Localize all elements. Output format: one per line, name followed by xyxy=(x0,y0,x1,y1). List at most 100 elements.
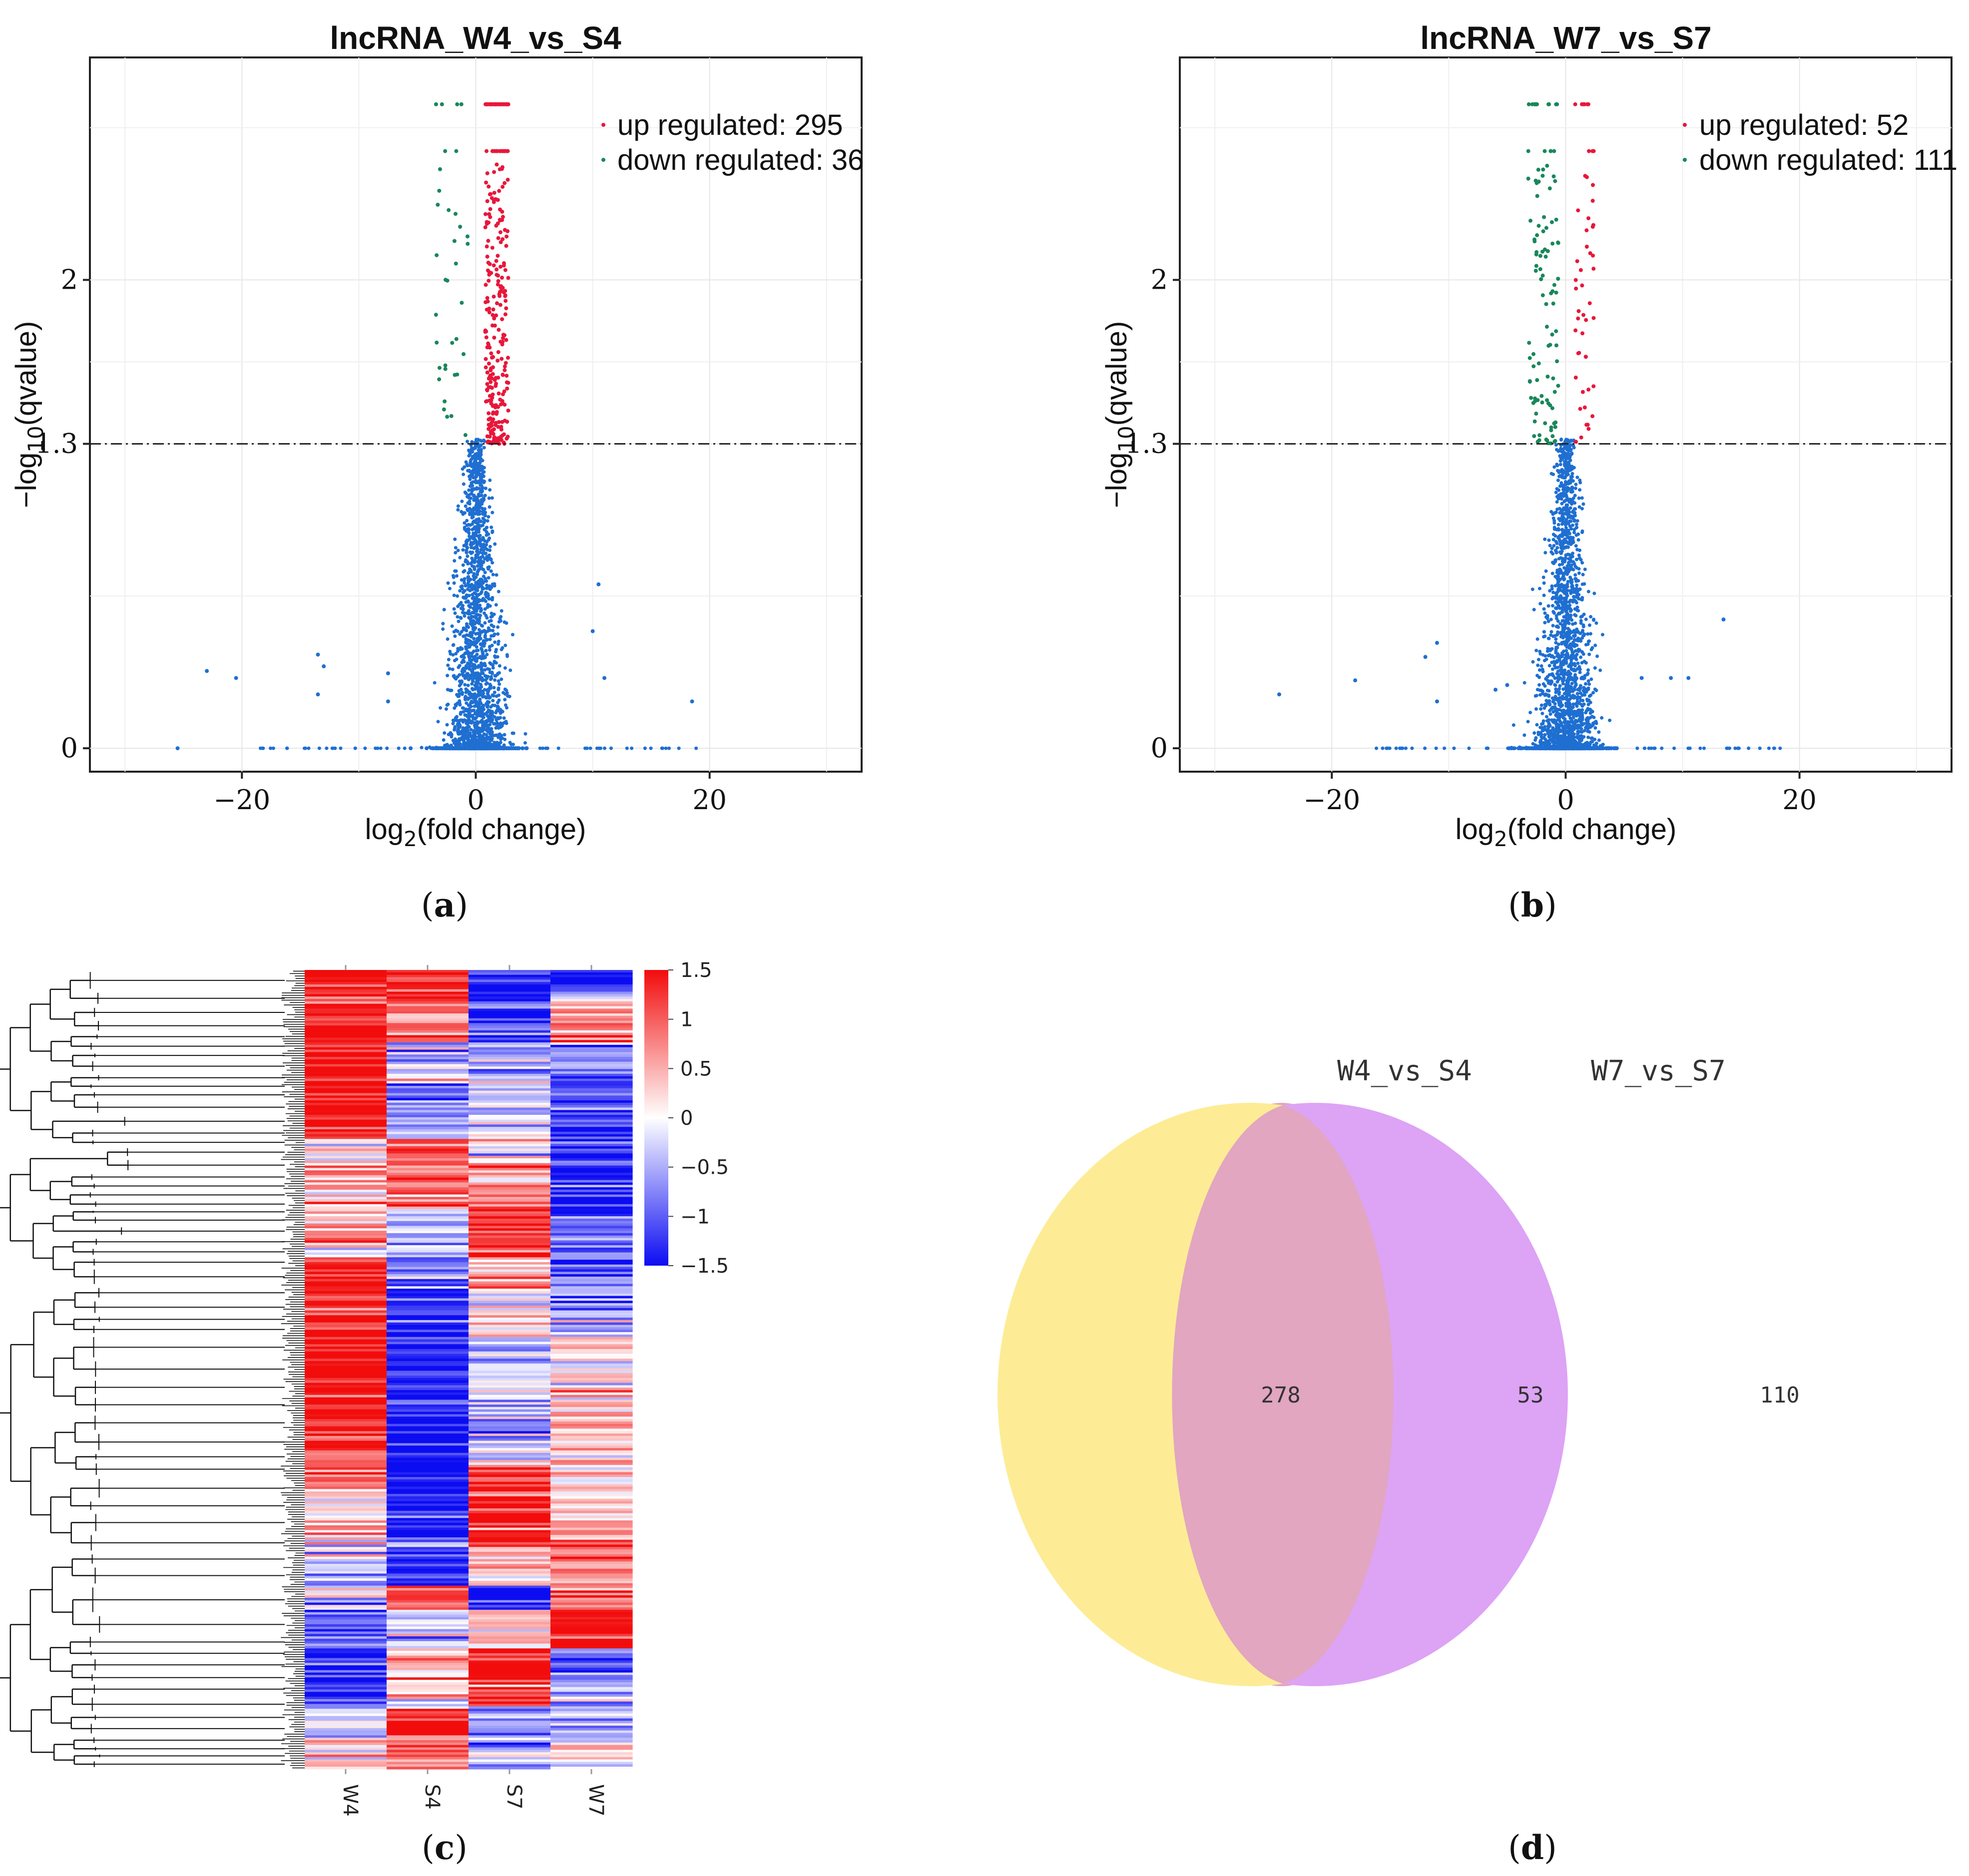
point-ns xyxy=(485,586,489,590)
point-ns xyxy=(1565,457,1569,461)
point-ns xyxy=(1560,540,1564,544)
point-down xyxy=(454,149,459,153)
point-ns xyxy=(1534,707,1538,711)
point-ns xyxy=(480,667,484,671)
volcano-a-x-ticks: −20 0 20 xyxy=(213,772,727,816)
point-ns xyxy=(474,701,478,705)
point-ns xyxy=(1565,697,1569,701)
point-ns xyxy=(1569,527,1573,531)
point-ns xyxy=(480,737,484,741)
point-ns xyxy=(484,551,488,555)
volcano-a-points xyxy=(175,102,698,751)
point-up xyxy=(488,385,492,389)
point-ns xyxy=(1570,452,1574,456)
point-ns xyxy=(474,480,478,484)
point-ns xyxy=(465,628,469,632)
point-down xyxy=(455,102,460,106)
point-ns xyxy=(466,735,470,739)
point-ns xyxy=(483,633,487,637)
point-up xyxy=(504,306,508,311)
point-ns xyxy=(1532,608,1536,612)
point-ns xyxy=(1561,508,1565,512)
point-ns xyxy=(461,734,465,738)
point-up xyxy=(492,336,496,340)
point-ns xyxy=(475,694,479,698)
point-ns xyxy=(1572,511,1576,515)
point-ns xyxy=(363,746,367,750)
point-ns xyxy=(475,521,479,525)
point-ns xyxy=(480,718,484,722)
point-ns xyxy=(1556,619,1560,623)
point-ns xyxy=(471,688,475,692)
point-ns xyxy=(486,692,490,696)
point-ns xyxy=(474,511,478,515)
point-ns xyxy=(1526,720,1530,724)
point-up xyxy=(504,380,509,385)
point-ns xyxy=(1726,746,1730,750)
point-ns xyxy=(1562,676,1566,680)
point-ns xyxy=(1560,501,1564,505)
point-ns xyxy=(497,698,501,702)
y-tick-label: 1.3 xyxy=(35,428,78,460)
point-ns xyxy=(1598,668,1602,672)
point-ns xyxy=(1550,597,1554,601)
point-ns xyxy=(1594,621,1598,625)
point-ns xyxy=(1572,667,1576,671)
point-ns xyxy=(1578,712,1582,716)
point-ns xyxy=(484,638,488,642)
point-ns xyxy=(1600,633,1604,637)
point-up xyxy=(503,312,507,317)
point-ns xyxy=(490,525,493,529)
point-ns xyxy=(1517,745,1521,749)
point-ns xyxy=(1550,672,1554,676)
point-outlier xyxy=(1669,676,1673,680)
point-ns xyxy=(442,608,446,612)
point-ns xyxy=(1566,507,1570,511)
point-ns xyxy=(1556,742,1560,746)
point-ns xyxy=(503,746,507,750)
point-ns xyxy=(1570,718,1574,722)
point-ns xyxy=(1551,700,1555,704)
volcano-a-y-label: −log10(qvalue) xyxy=(10,321,48,508)
volcano-b-points xyxy=(1277,102,1782,751)
point-up xyxy=(496,391,501,396)
point-ns xyxy=(1540,711,1544,715)
point-ns xyxy=(466,652,470,656)
point-ns xyxy=(1545,688,1549,692)
point-ns xyxy=(489,662,493,666)
point-ns xyxy=(1546,654,1550,658)
point-ns xyxy=(456,604,460,608)
point-ns xyxy=(456,615,460,619)
point-up xyxy=(495,198,500,202)
point-ns xyxy=(498,711,502,715)
point-ns xyxy=(1550,546,1554,550)
point-up xyxy=(1574,286,1578,291)
point-ns xyxy=(1597,738,1601,742)
point-ns xyxy=(585,746,589,750)
point-ns xyxy=(464,491,468,495)
point-ns xyxy=(1555,507,1559,511)
point-up xyxy=(489,271,493,275)
point-up xyxy=(487,310,492,315)
point-ns xyxy=(1549,617,1553,621)
point-ns xyxy=(1565,485,1569,489)
point-ns xyxy=(468,703,472,707)
legend-a-down-label: down regulated: 36 xyxy=(617,144,864,176)
point-ns xyxy=(1531,660,1535,664)
point-ns xyxy=(456,508,460,512)
point-up xyxy=(499,438,503,442)
point-up xyxy=(1591,316,1596,320)
point-ns xyxy=(1534,648,1538,652)
point-ns xyxy=(471,619,475,623)
point-ns xyxy=(1583,742,1587,746)
point-ns xyxy=(459,615,463,619)
point-ns xyxy=(468,593,472,597)
point-ns xyxy=(474,530,478,534)
point-ns xyxy=(462,710,466,714)
point-ns xyxy=(477,528,481,532)
point-ns xyxy=(1555,739,1559,743)
point-ns xyxy=(1595,654,1599,658)
point-ns xyxy=(461,604,465,608)
point-ns xyxy=(460,654,464,658)
point-ns xyxy=(491,699,495,703)
